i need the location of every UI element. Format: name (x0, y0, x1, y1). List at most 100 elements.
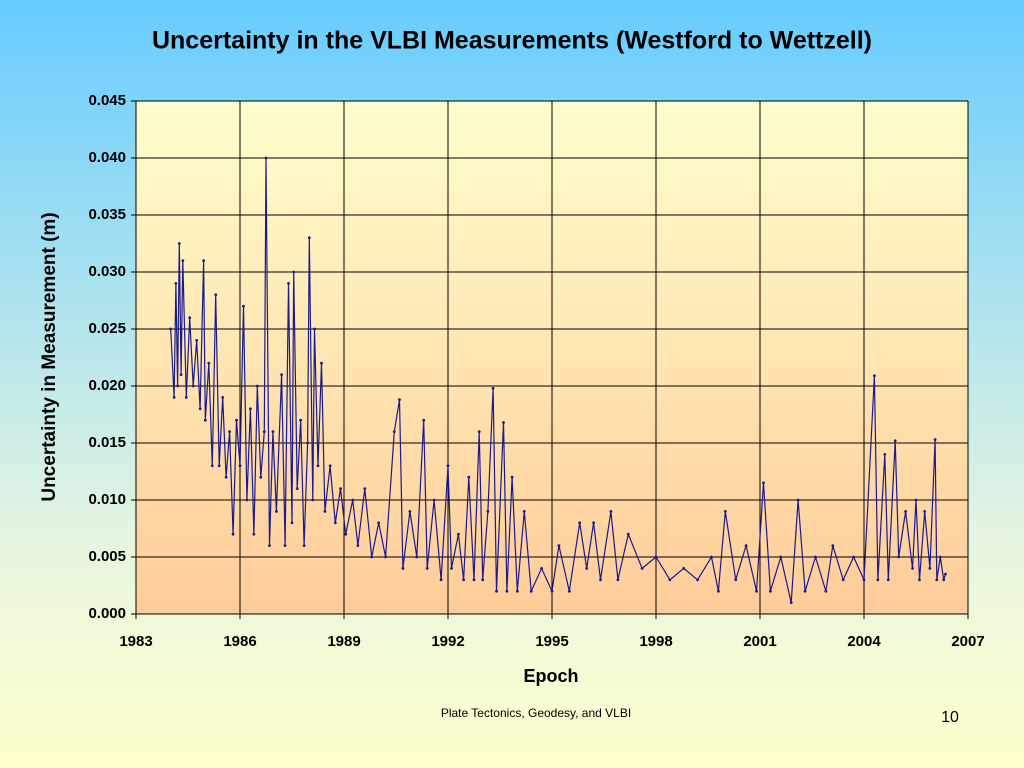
data-point (295, 487, 299, 490)
data-point (477, 430, 481, 433)
y-tick-label: 0.020 (88, 377, 126, 394)
data-point (328, 464, 332, 468)
data-point (268, 544, 271, 547)
data-point (938, 555, 942, 559)
chart-title: Uncertainty in the VLBI Measurements (We… (152, 27, 872, 55)
data-point (363, 487, 367, 490)
data-point (302, 544, 306, 547)
data-point (377, 521, 381, 525)
data-point (262, 430, 266, 433)
data-point (717, 589, 720, 593)
data-point (933, 438, 937, 441)
data-point (370, 555, 374, 559)
data-point (221, 396, 225, 399)
data-point (557, 544, 561, 547)
data-point (578, 521, 582, 525)
data-point (522, 510, 526, 513)
data-point (195, 339, 199, 342)
data-point (789, 601, 793, 604)
data-point (640, 567, 644, 570)
data-point (710, 555, 713, 559)
data-point (616, 578, 620, 582)
data-point (744, 544, 748, 547)
data-point (918, 578, 921, 582)
data-point (177, 242, 181, 245)
data-point (505, 589, 509, 593)
data-point (696, 578, 699, 582)
data-point (214, 293, 218, 297)
data-point (769, 589, 772, 593)
data-point (280, 373, 283, 376)
data-point (169, 327, 173, 331)
data-point (515, 589, 519, 593)
data-point (217, 464, 221, 468)
data-point (567, 589, 571, 593)
data-point (292, 270, 296, 274)
data-point (384, 555, 387, 559)
data-point (356, 544, 360, 547)
y-tick-label: 0.010 (88, 491, 126, 508)
x-tick-label: 1992 (431, 633, 464, 650)
data-point (224, 475, 228, 479)
data-point (188, 316, 192, 319)
data-point (928, 567, 932, 570)
data-point (283, 544, 287, 547)
footer: Plate Tectonics, Geodesy, and VLBI (441, 706, 631, 720)
x-tick-label: 1986 (223, 633, 256, 650)
data-point (259, 475, 263, 479)
data-point (245, 498, 249, 502)
data-point (184, 396, 188, 399)
data-point (886, 578, 890, 582)
data-point (320, 361, 323, 365)
data-point (249, 407, 252, 411)
data-point (862, 578, 866, 582)
data-point (904, 510, 907, 513)
data-point (491, 386, 495, 390)
data-point (432, 498, 436, 502)
data-point (181, 259, 185, 262)
data-point (510, 475, 514, 479)
data-point (502, 421, 505, 424)
data-point (439, 578, 443, 582)
data-point (935, 578, 939, 582)
x-tick-label: 1983 (119, 633, 152, 650)
data-point (191, 384, 195, 388)
data-point (210, 464, 214, 468)
x-tick-label: 1989 (327, 633, 360, 650)
data-point (313, 327, 316, 331)
data-point (626, 532, 630, 536)
data-point (450, 567, 453, 570)
data-point (252, 532, 256, 536)
data-point (814, 555, 817, 559)
y-tick-label: 0.015 (88, 434, 126, 451)
x-tick-label: 2004 (847, 633, 881, 650)
data-point (275, 510, 278, 513)
data-point (339, 487, 342, 490)
data-point (911, 567, 914, 570)
data-point (824, 589, 828, 593)
data-point (762, 481, 765, 485)
data-point (172, 396, 176, 399)
data-point (873, 374, 876, 378)
data-point (344, 532, 348, 536)
data-point (585, 567, 589, 570)
data-point (803, 589, 807, 593)
data-point (914, 498, 918, 502)
data-point (351, 498, 355, 502)
data-point (316, 464, 320, 468)
data-point (408, 510, 412, 513)
data-point (796, 498, 800, 502)
data-point (179, 373, 183, 376)
x-tick-label: 2007 (951, 633, 984, 650)
data-point (198, 407, 202, 411)
data-point (944, 572, 947, 576)
data-point (446, 464, 450, 468)
data-point (682, 567, 686, 570)
data-point (495, 589, 498, 593)
data-point (290, 521, 294, 525)
data-point (235, 418, 238, 422)
x-tick-label: 2001 (743, 633, 776, 650)
data-point (311, 498, 315, 502)
data-point (202, 259, 206, 262)
